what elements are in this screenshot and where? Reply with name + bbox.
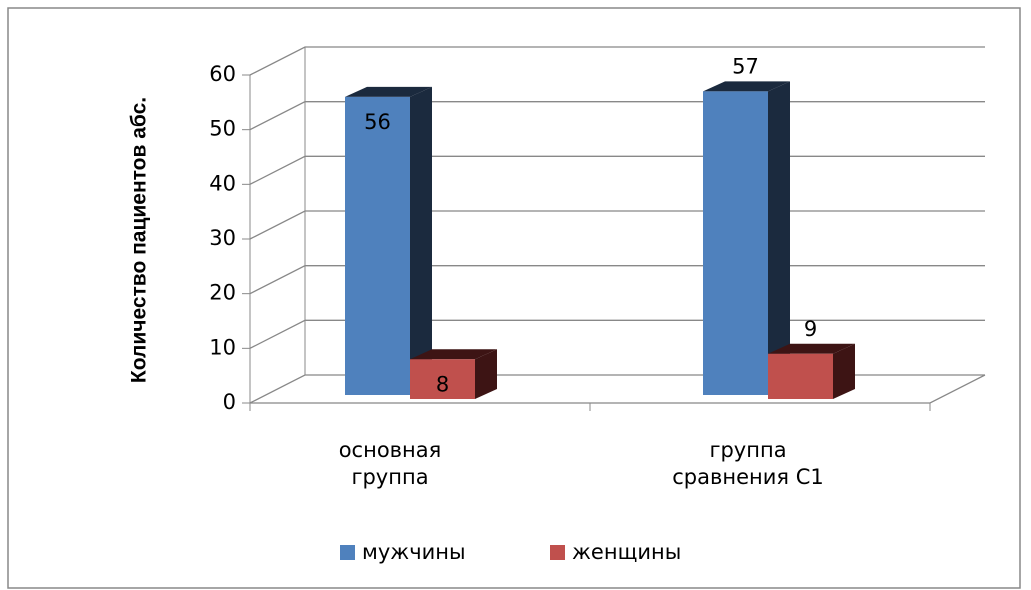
y-tick-label: 60 [209,62,236,86]
data-label: 8 [436,372,449,396]
bar-face [768,81,790,396]
legend-swatch [340,545,355,560]
y-tick-label: 20 [209,281,236,305]
y-tick-label: 40 [209,171,236,195]
bar-face [475,349,497,399]
bar-face [833,343,855,399]
bar-face [768,343,855,354]
bar-face [410,349,497,360]
data-label: 9 [804,317,817,341]
x-tick-label: группа сравнения С1 [672,438,824,489]
bar [768,343,855,399]
y-tick-label: 0 [223,390,236,414]
frame [7,7,1021,589]
bar-face [410,86,432,395]
bar-face [703,81,790,92]
y-tick-label: 10 [209,335,236,359]
y-axis-label: Количество пациентов абс. [128,97,151,383]
x-tick-label: основная группа [338,438,442,489]
bar-face [410,359,475,399]
bar [345,86,432,395]
legend-label: женщины [572,540,681,564]
data-label: 57 [732,54,759,78]
legend-swatch [550,545,565,560]
bar-face [345,86,432,97]
y-tick-label: 30 [209,226,236,250]
bar-face [345,96,410,395]
bar-face [768,353,833,399]
y-tick-label: 50 [209,117,236,141]
data-label: 56 [364,110,391,134]
bar-face [703,91,768,396]
legend-label: мужчины [362,540,466,564]
bar [410,349,497,399]
bar [703,81,790,396]
